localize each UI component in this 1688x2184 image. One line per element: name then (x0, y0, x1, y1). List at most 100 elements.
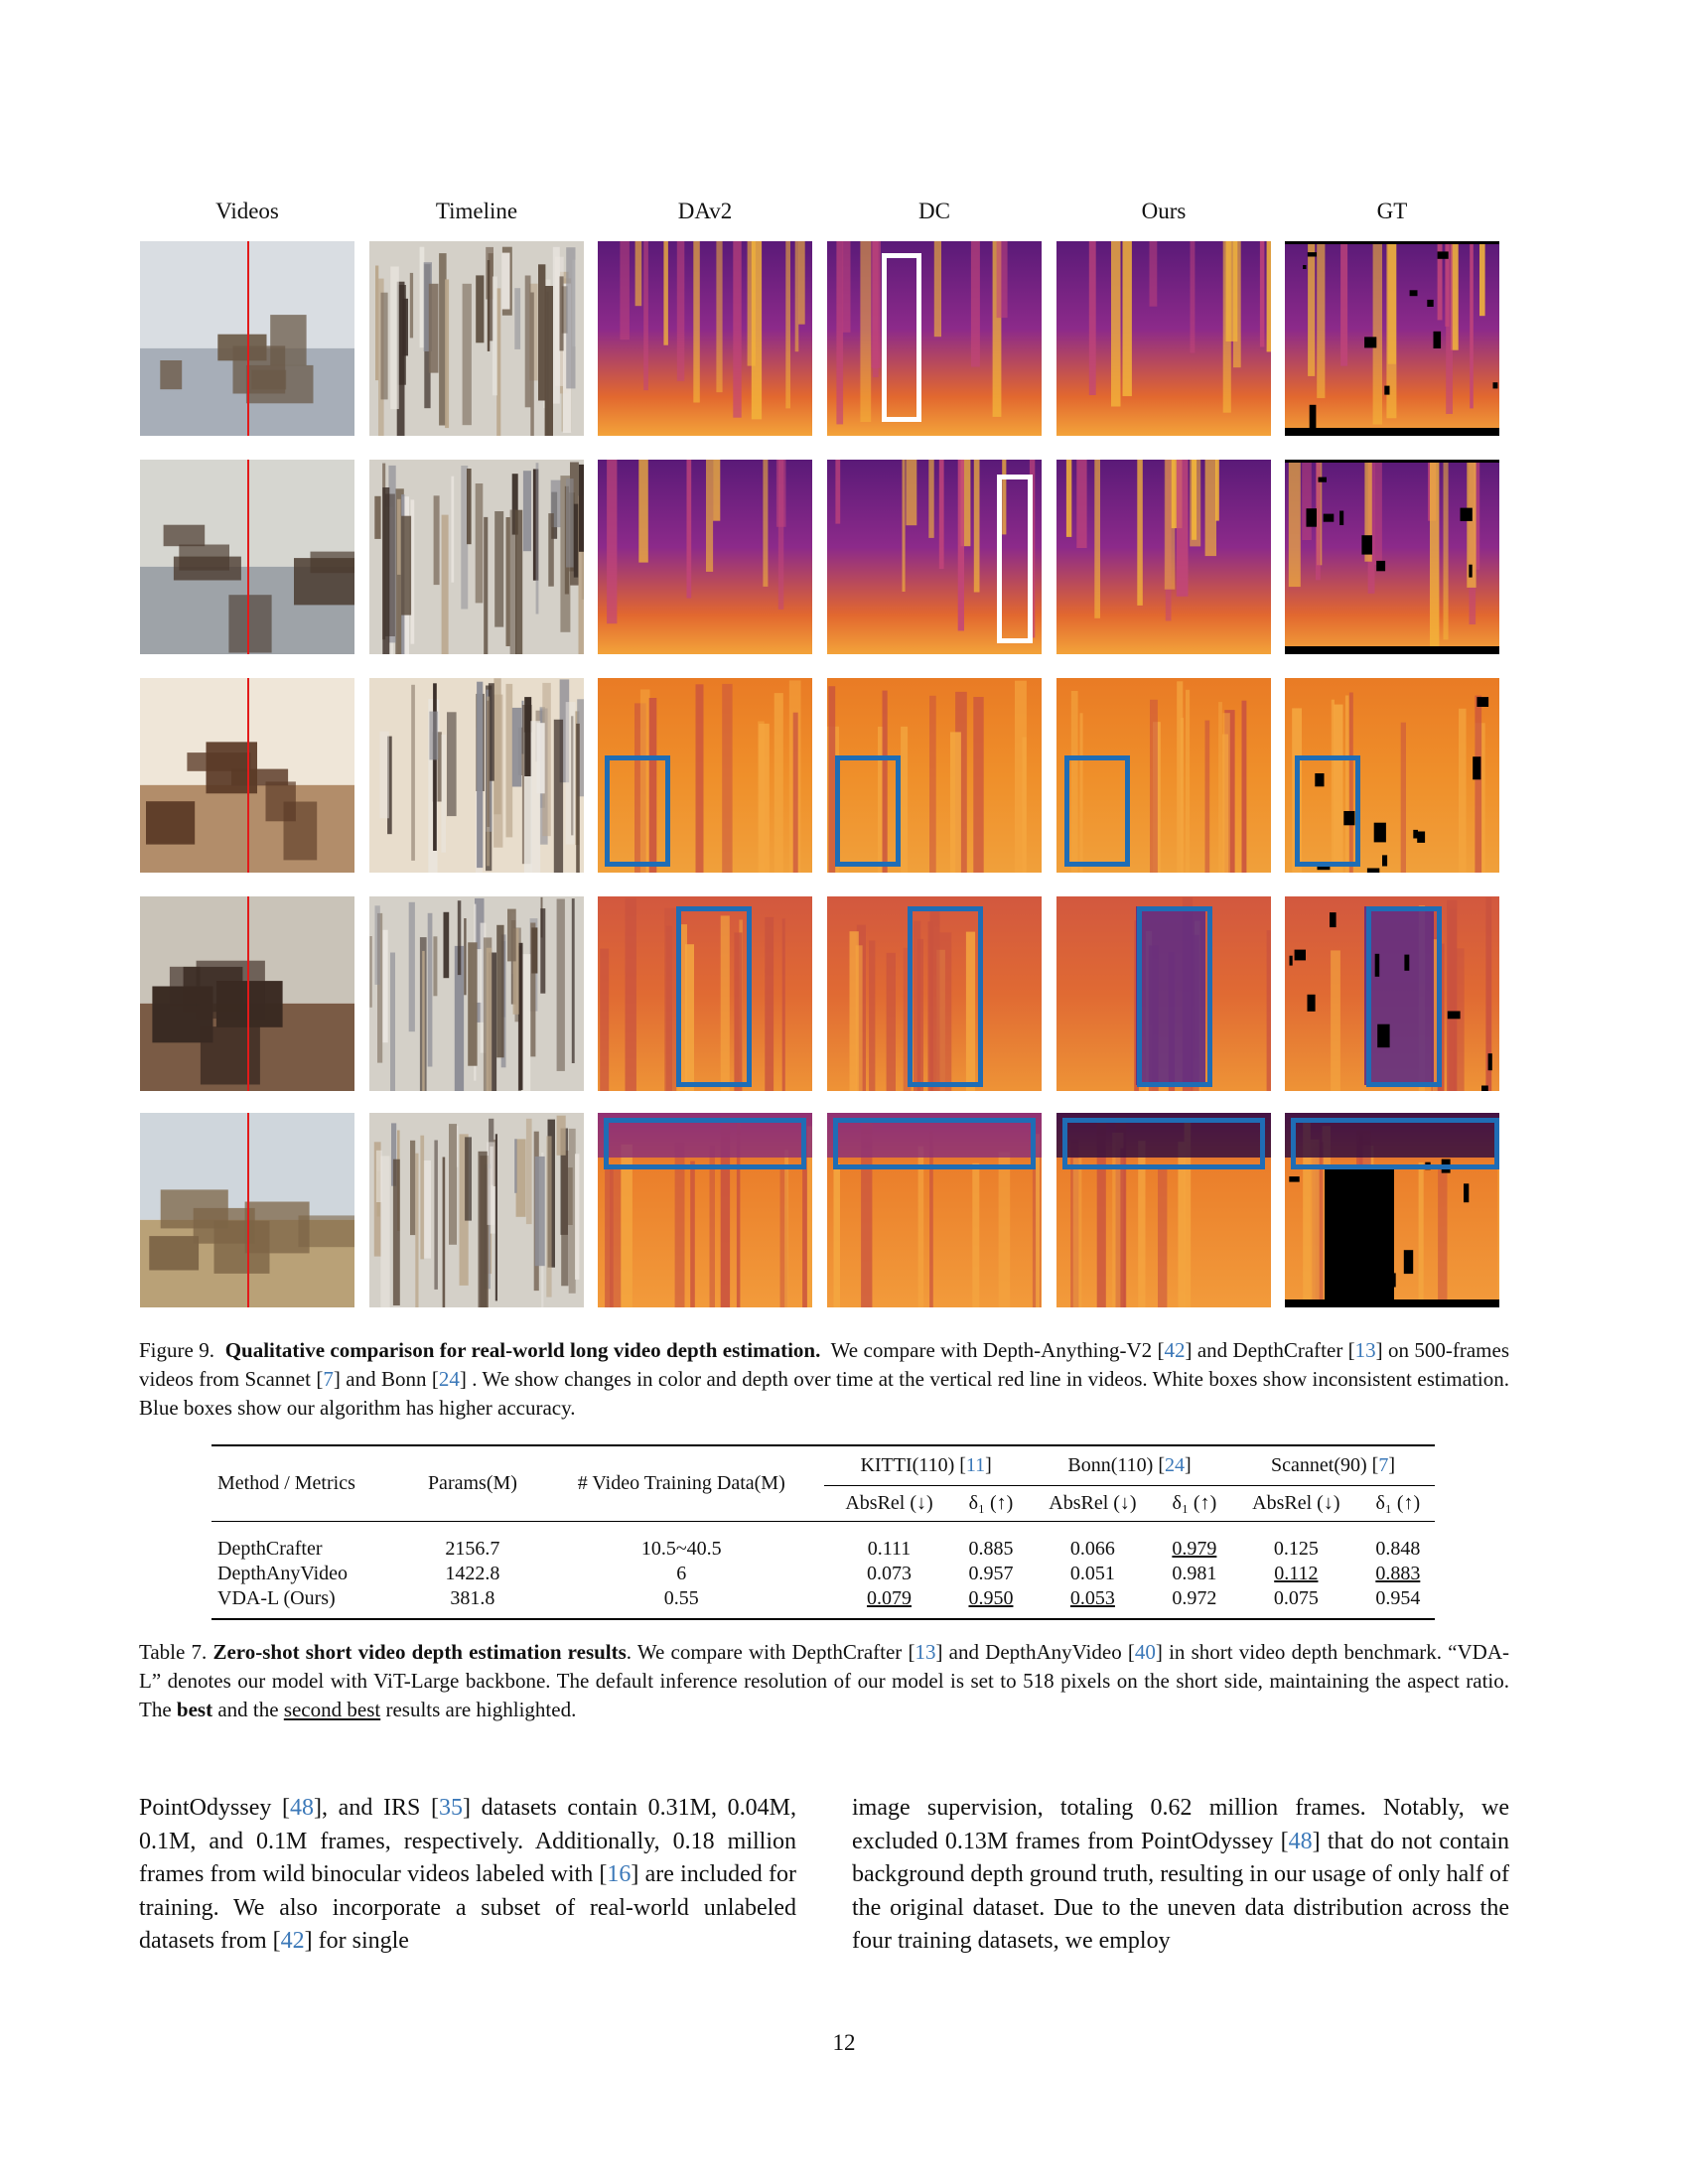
col-header-videos: Videos (215, 199, 279, 223)
cell-timeline-row4 (369, 896, 584, 1091)
th-delta: δ₁ (↑) (968, 1491, 1014, 1514)
th-delta: δ₁ (↑) (1172, 1491, 1217, 1514)
cell-dc-row5 (827, 1113, 1042, 1307)
citation[interactable]: 7 (323, 1367, 334, 1391)
cell-gt-row1 (1285, 241, 1499, 436)
col-header-dc: DC (918, 199, 950, 223)
gt-image (1285, 241, 1499, 436)
cell-gt-row3 (1285, 678, 1499, 873)
table-title: Zero-shot short video depth estimation r… (212, 1640, 627, 1664)
cell-ours-row5 (1056, 1113, 1271, 1307)
cell-timeline-row1 (369, 241, 584, 436)
inconsistency-box (882, 253, 921, 422)
cell-ours-row4 (1056, 896, 1271, 1091)
th-video-data: # Video Training Data(M) (538, 1444, 825, 1521)
cell-ours-row1 (1056, 241, 1271, 436)
accuracy-box (676, 906, 752, 1087)
timeline-image (369, 896, 584, 1091)
dav2-image (598, 460, 812, 654)
figure-column-headers: Videos Timeline DAv2 DC Ours GT (0, 199, 1688, 228)
figure-label: Figure 9. (139, 1338, 214, 1362)
citation[interactable]: 40 (1134, 1640, 1156, 1664)
red-reference-line (247, 241, 249, 436)
figure-caption: Figure 9. Qualitative comparison for rea… (139, 1338, 1510, 1420)
cell-dc-row2 (827, 460, 1042, 654)
cell-timeline-row5 (369, 1113, 584, 1307)
th-absrel: AbsRel (↓) (1252, 1491, 1340, 1514)
timeline-image (369, 1113, 584, 1307)
dc-image (827, 241, 1042, 436)
th-method: Method / Metrics (211, 1444, 407, 1521)
dc-image (827, 460, 1042, 654)
timeline-image (369, 678, 584, 873)
citation[interactable]: 35 (439, 1795, 464, 1821)
citation[interactable]: 48 (290, 1795, 315, 1821)
citation[interactable]: 42 (280, 1928, 305, 1954)
gt-image (1285, 678, 1499, 873)
accuracy-box (1366, 906, 1442, 1087)
cell-dav2-row3 (598, 678, 812, 873)
cell-dav2-row4 (598, 896, 812, 1091)
dc-image (827, 1113, 1042, 1307)
th-params: Params(M) (406, 1444, 539, 1521)
accuracy-box (1291, 1118, 1499, 1169)
timeline-image (369, 460, 584, 654)
gt-image (1285, 460, 1499, 654)
dav2-image (598, 896, 812, 1091)
ours-image (1056, 896, 1271, 1091)
dc-image (827, 896, 1042, 1091)
body-column-left: PointOdyssey [48], and IRS [35] datasets… (139, 1795, 796, 1954)
cell-dc-row3 (827, 678, 1042, 873)
dc-image (827, 678, 1042, 873)
th-kitti: KITTI(110) [11] (824, 1444, 1029, 1486)
citation[interactable]: 16 (607, 1861, 632, 1887)
col-header-gt: GT (1376, 199, 1408, 223)
cell-gt-row5 (1285, 1113, 1499, 1307)
cell-dc-row1 (827, 241, 1042, 436)
accuracy-box (1137, 906, 1212, 1087)
dav2-image (598, 678, 812, 873)
th-absrel: AbsRel (↓) (845, 1491, 933, 1514)
red-reference-line (247, 678, 249, 873)
red-reference-line (247, 896, 249, 1091)
table-row: DepthCrafter 2156.7 10.5~40.5 0.111 0.88… (211, 1520, 1435, 1561)
gt-image (1285, 1113, 1499, 1307)
accuracy-box (1064, 755, 1130, 867)
ours-image (1056, 1113, 1271, 1307)
red-reference-line (247, 1113, 249, 1307)
citation[interactable]: 48 (1288, 1828, 1313, 1854)
col-header-timeline: Timeline (435, 199, 518, 223)
ours-image (1056, 678, 1271, 873)
table-label: Table 7. (139, 1640, 208, 1664)
cell-video-row4 (140, 896, 354, 1091)
figure-title: Qualitative comparison for real-world lo… (224, 1338, 821, 1362)
citation[interactable]: 24 (438, 1367, 460, 1391)
accuracy-box (1062, 1118, 1265, 1169)
ours-image (1056, 241, 1271, 436)
red-reference-line (247, 460, 249, 654)
accuracy-box (1295, 755, 1360, 867)
video-image (140, 896, 354, 1091)
citation[interactable]: 13 (1354, 1338, 1376, 1362)
citation[interactable]: 42 (1164, 1338, 1186, 1362)
th-delta: δ₁ (↑) (1375, 1491, 1421, 1514)
dav2-image (598, 241, 812, 436)
timeline-image (369, 241, 584, 436)
cell-timeline-row2 (369, 460, 584, 654)
cell-dc-row4 (827, 896, 1042, 1091)
ours-image (1056, 460, 1271, 654)
accuracy-box (604, 1118, 806, 1169)
inconsistency-box (997, 475, 1033, 643)
table-row: VDA-L (Ours) 381.8 0.55 0.079 0.950 0.05… (211, 1587, 1435, 1620)
accuracy-box (835, 755, 901, 867)
th-scannet: Scannet(90) [7] (1231, 1444, 1435, 1486)
cell-ours-row3 (1056, 678, 1271, 873)
results-table: Method / Metrics Params(M) # Video Train… (211, 1444, 1435, 1620)
citation[interactable]: 13 (914, 1640, 936, 1664)
cell-timeline-row3 (369, 678, 584, 873)
col-header-dav2: DAv2 (677, 199, 733, 223)
cell-ours-row2 (1056, 460, 1271, 654)
th-bonn: Bonn(110) [24] (1028, 1444, 1231, 1486)
accuracy-box (833, 1118, 1036, 1169)
table-row: DepthAnyVideo 1422.8 6 0.073 0.957 0.051… (217, 1563, 1421, 1584)
